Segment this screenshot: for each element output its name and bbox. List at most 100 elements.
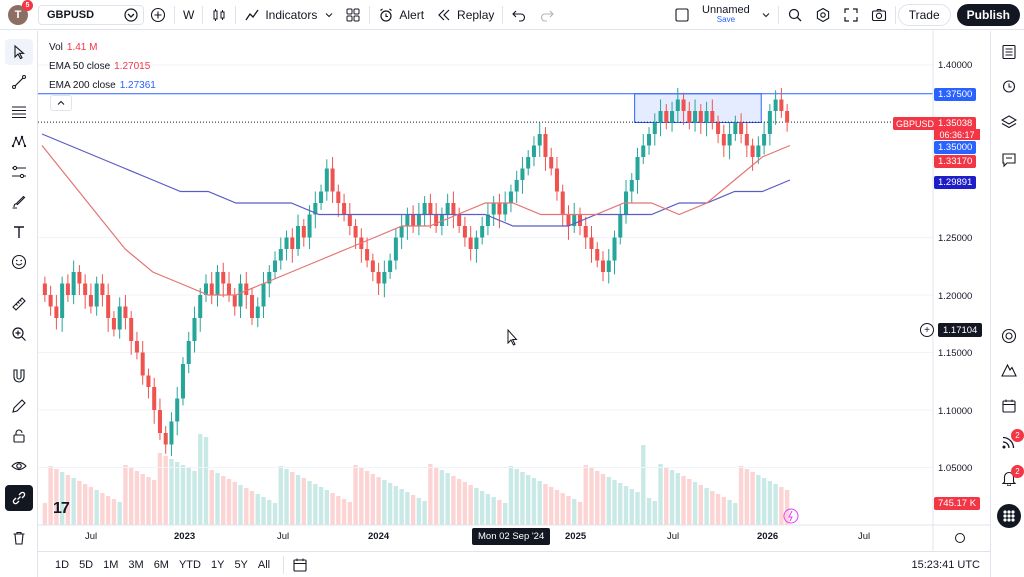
forecast-tool-button[interactable] bbox=[5, 159, 33, 185]
indicators-button[interactable]: Indicators bbox=[238, 0, 339, 30]
text-tool-button[interactable] bbox=[5, 219, 33, 245]
chart-type-button[interactable] bbox=[205, 0, 233, 30]
screener-button[interactable] bbox=[996, 323, 1022, 349]
range-button[interactable]: 1D bbox=[55, 558, 70, 571]
volume-bar bbox=[307, 481, 312, 525]
volume-bar bbox=[290, 472, 295, 525]
sync-drawings-button[interactable] bbox=[5, 485, 33, 511]
snapshot-button[interactable] bbox=[865, 0, 893, 30]
candle-body bbox=[284, 237, 289, 249]
candle-body bbox=[606, 260, 611, 272]
emoji-tool-button[interactable] bbox=[5, 249, 33, 275]
trend-line-tool-button[interactable] bbox=[5, 69, 33, 95]
range-button[interactable]: 5D bbox=[79, 558, 94, 571]
candle-body bbox=[54, 306, 59, 318]
volume-value-tag: 745.17 K bbox=[934, 497, 981, 510]
brush-tool-button[interactable] bbox=[5, 189, 33, 215]
fullscreen-button[interactable] bbox=[837, 0, 865, 30]
magnet-icon bbox=[13, 369, 25, 383]
candle-body bbox=[773, 99, 778, 111]
products-menu-button[interactable] bbox=[996, 503, 1022, 529]
text-t-icon bbox=[14, 226, 24, 238]
fib-tool-button[interactable] bbox=[5, 99, 33, 125]
candle-body bbox=[175, 398, 180, 422]
volume-bar bbox=[364, 471, 370, 525]
symbol-search[interactable]: GBPUSD bbox=[38, 4, 144, 25]
interval-button[interactable]: W bbox=[177, 0, 200, 30]
range-button[interactable]: 1M bbox=[103, 558, 119, 571]
indicator-templates-button[interactable] bbox=[339, 0, 367, 30]
legend-volume[interactable]: Vol 1.41 M bbox=[49, 38, 156, 57]
lightning-icon[interactable] bbox=[783, 508, 799, 524]
candle-body bbox=[157, 410, 162, 433]
zoom-tool-button[interactable] bbox=[5, 321, 33, 347]
volume-bar bbox=[353, 465, 358, 525]
chats-button[interactable] bbox=[996, 147, 1022, 173]
pattern-tool-button[interactable] bbox=[5, 129, 33, 155]
range-button[interactable]: 5Y bbox=[234, 558, 248, 571]
volume-bar bbox=[238, 485, 243, 525]
range-button[interactable]: 6M bbox=[153, 558, 169, 571]
settings-button[interactable] bbox=[809, 0, 837, 30]
volume-bar bbox=[543, 484, 548, 525]
crosshair-add-icon[interactable]: + bbox=[920, 323, 934, 337]
user-avatar[interactable]: T 5 bbox=[8, 0, 33, 25]
candle-body bbox=[716, 122, 721, 134]
notifications-button[interactable]: 2 bbox=[996, 465, 1024, 491]
range-button[interactable]: 3M bbox=[128, 558, 144, 571]
volume-bar bbox=[687, 479, 692, 525]
vol-value: 1.41 M bbox=[66, 42, 98, 53]
candle-body bbox=[767, 111, 772, 134]
stay-in-drawing-button[interactable] bbox=[5, 393, 33, 419]
range-button[interactable]: YTD bbox=[178, 558, 201, 571]
publish-button[interactable]: Publish bbox=[956, 3, 1020, 26]
object-tree-button[interactable] bbox=[996, 109, 1022, 135]
range-button[interactable]: All bbox=[257, 558, 271, 571]
quick-search-button[interactable] bbox=[781, 0, 809, 30]
price-chart[interactable] bbox=[38, 31, 990, 551]
remove-drawings-button[interactable] bbox=[5, 525, 33, 551]
volume-bar bbox=[549, 487, 554, 525]
redo-button[interactable] bbox=[533, 0, 561, 30]
ideas-stream-button[interactable]: 2 bbox=[996, 429, 1024, 455]
alerts-panel-button[interactable] bbox=[996, 73, 1022, 99]
axis-settings-icon[interactable] bbox=[955, 533, 965, 543]
layout-toggle-button[interactable] bbox=[668, 0, 696, 30]
candle-body bbox=[681, 99, 686, 111]
compare-add-icon[interactable] bbox=[123, 7, 139, 23]
legend-ema50[interactable]: EMA 50 close 1.27015 bbox=[49, 57, 156, 76]
watchlist-button[interactable] bbox=[996, 39, 1022, 65]
cursor-tool-button[interactable] bbox=[5, 39, 33, 65]
volume-bar bbox=[577, 502, 583, 525]
undo-button[interactable] bbox=[505, 0, 533, 30]
pine-editor-button[interactable] bbox=[996, 357, 1022, 383]
timezone-clock[interactable]: 15:23:41 UTC bbox=[911, 558, 980, 571]
go-to-date-icon[interactable] bbox=[292, 557, 308, 573]
candle-body bbox=[612, 237, 617, 261]
volume-bar bbox=[761, 478, 767, 525]
volume-bar bbox=[215, 473, 220, 525]
trade-button[interactable]: Trade bbox=[897, 3, 951, 26]
range-button[interactable]: 1Y bbox=[210, 558, 225, 571]
candle-body bbox=[600, 260, 606, 272]
legend-collapse-button[interactable] bbox=[50, 95, 72, 111]
magnet-tool-button[interactable] bbox=[5, 363, 33, 389]
calendar-button[interactable] bbox=[996, 393, 1022, 419]
candle-body bbox=[411, 214, 416, 226]
rectangle-drawing[interactable] bbox=[634, 93, 762, 123]
time-axis-label: 2025 bbox=[565, 531, 587, 542]
hide-drawings-button[interactable] bbox=[5, 453, 33, 479]
candle-body bbox=[675, 99, 680, 111]
add-symbol-button[interactable] bbox=[144, 0, 172, 30]
layout-name-button[interactable]: Unnamed Save bbox=[696, 0, 776, 30]
crosshair-price-tag: 1.17104 bbox=[938, 323, 983, 337]
replay-button[interactable]: Replay bbox=[430, 0, 500, 30]
measure-tool-button[interactable] bbox=[5, 291, 33, 317]
legend-ema200[interactable]: EMA 200 close 1.27361 bbox=[49, 76, 156, 95]
alert-button[interactable]: Alert bbox=[372, 0, 430, 30]
volume-bar bbox=[629, 489, 634, 525]
lock-drawings-button[interactable] bbox=[5, 423, 33, 449]
layout-name-block: Unnamed Save bbox=[702, 4, 750, 25]
price-axis-label: 1.40000 bbox=[938, 60, 973, 71]
lock-icon bbox=[13, 429, 25, 443]
